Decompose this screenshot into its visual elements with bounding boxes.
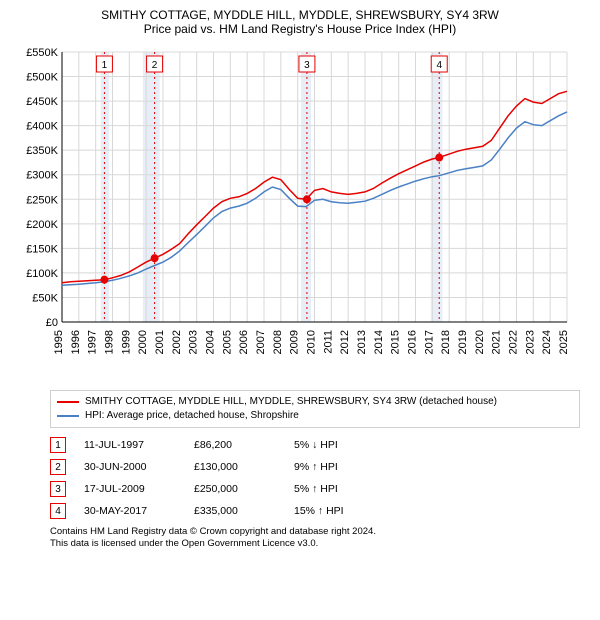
svg-text:£550K: £550K: [26, 47, 58, 59]
transaction-date: 30-MAY-2017: [84, 505, 194, 517]
svg-text:2012: 2012: [339, 330, 351, 354]
transaction-price: £86,200: [194, 439, 294, 451]
svg-text:2008: 2008: [272, 330, 284, 354]
svg-text:£100K: £100K: [26, 268, 58, 280]
svg-text:2000: 2000: [137, 330, 149, 354]
chart-container: SMITHY COTTAGE, MYDDLE HILL, MYDDLE, SHR…: [0, 0, 600, 620]
svg-text:2003: 2003: [188, 330, 200, 354]
svg-text:2007: 2007: [255, 330, 267, 354]
transaction-diff: 9% ↑ HPI: [294, 461, 394, 473]
svg-text:1997: 1997: [87, 330, 99, 354]
svg-text:£0: £0: [46, 317, 58, 329]
svg-text:£250K: £250K: [26, 194, 58, 206]
marker-box-icon: 4: [50, 503, 66, 519]
svg-text:1: 1: [102, 60, 108, 71]
svg-text:2010: 2010: [306, 330, 318, 354]
transaction-diff: 5% ↓ HPI: [294, 439, 394, 451]
svg-text:2019: 2019: [457, 330, 469, 354]
transaction-date: 17-JUL-2009: [84, 483, 194, 495]
transaction-diff: 15% ↑ HPI: [294, 505, 394, 517]
svg-text:2002: 2002: [171, 330, 183, 354]
svg-text:2014: 2014: [373, 330, 385, 354]
svg-text:£150K: £150K: [26, 243, 58, 255]
svg-text:2020: 2020: [474, 330, 486, 354]
legend-swatch: [57, 401, 79, 403]
footnote-line: Contains HM Land Registry data © Crown c…: [50, 526, 580, 538]
svg-text:2023: 2023: [524, 330, 536, 354]
svg-text:1998: 1998: [104, 330, 116, 354]
svg-text:£200K: £200K: [26, 219, 58, 231]
marker-box-icon: 1: [50, 437, 66, 453]
svg-text:1996: 1996: [70, 330, 82, 354]
footnote-line: This data is licensed under the Open Gov…: [50, 538, 580, 550]
title-line1: SMITHY COTTAGE, MYDDLE HILL, MYDDLE, SHR…: [0, 0, 600, 22]
svg-text:2006: 2006: [238, 330, 250, 354]
svg-text:£50K: £50K: [32, 292, 58, 304]
svg-text:2025: 2025: [558, 330, 570, 354]
svg-text:2001: 2001: [154, 330, 166, 354]
footnote: Contains HM Land Registry data © Crown c…: [50, 526, 580, 550]
transaction-date: 30-JUN-2000: [84, 461, 194, 473]
svg-text:1999: 1999: [120, 330, 132, 354]
transaction-price: £130,000: [194, 461, 294, 473]
legend-item: HPI: Average price, detached house, Shro…: [57, 409, 573, 423]
legend-label: SMITHY COTTAGE, MYDDLE HILL, MYDDLE, SHR…: [85, 395, 497, 409]
legend-swatch: [57, 415, 79, 417]
svg-text:2005: 2005: [221, 330, 233, 354]
svg-text:2021: 2021: [491, 330, 503, 354]
legend: SMITHY COTTAGE, MYDDLE HILL, MYDDLE, SHR…: [50, 390, 580, 428]
transaction-price: £335,000: [194, 505, 294, 517]
svg-text:3: 3: [304, 60, 310, 71]
svg-text:2004: 2004: [205, 330, 217, 354]
svg-text:2018: 2018: [440, 330, 452, 354]
svg-text:2013: 2013: [356, 330, 368, 354]
table-row: 1 11-JUL-1997 £86,200 5% ↓ HPI: [50, 434, 580, 456]
svg-text:2024: 2024: [541, 330, 553, 354]
transaction-price: £250,000: [194, 483, 294, 495]
svg-text:£450K: £450K: [26, 96, 58, 108]
table-row: 3 17-JUL-2009 £250,000 5% ↑ HPI: [50, 478, 580, 500]
svg-text:£500K: £500K: [26, 72, 58, 84]
transaction-diff: 5% ↑ HPI: [294, 483, 394, 495]
svg-text:2: 2: [152, 60, 158, 71]
chart: £0 £50K £100K £150K £200K £250K £300K £350K £400…: [20, 42, 580, 382]
title-line2: Price paid vs. HM Land Registry's House …: [0, 22, 600, 42]
marker-box-icon: 2: [50, 459, 66, 475]
legend-label: HPI: Average price, detached house, Shro…: [85, 409, 299, 423]
table-row: 2 30-JUN-2000 £130,000 9% ↑ HPI: [50, 456, 580, 478]
svg-text:£400K: £400K: [26, 121, 58, 133]
svg-text:2017: 2017: [423, 330, 435, 354]
table-row: 4 30-MAY-2017 £335,000 15% ↑ HPI: [50, 500, 580, 522]
transaction-date: 11-JUL-1997: [84, 439, 194, 451]
chart-svg: £0 £50K £100K £150K £200K £250K £300K £350K £400…: [20, 42, 580, 382]
svg-text:4: 4: [436, 60, 442, 71]
svg-text:£300K: £300K: [26, 170, 58, 182]
transactions-table: 1 11-JUL-1997 £86,200 5% ↓ HPI 2 30-JUN-…: [50, 434, 580, 522]
svg-text:1995: 1995: [53, 330, 65, 354]
svg-text:2015: 2015: [390, 330, 402, 354]
svg-text:2016: 2016: [407, 330, 419, 354]
svg-text:£350K: £350K: [26, 145, 58, 157]
svg-text:2011: 2011: [322, 330, 334, 354]
marker-box-icon: 3: [50, 481, 66, 497]
legend-item: SMITHY COTTAGE, MYDDLE HILL, MYDDLE, SHR…: [57, 395, 573, 409]
svg-text:2009: 2009: [289, 330, 301, 354]
svg-text:2022: 2022: [508, 330, 520, 354]
